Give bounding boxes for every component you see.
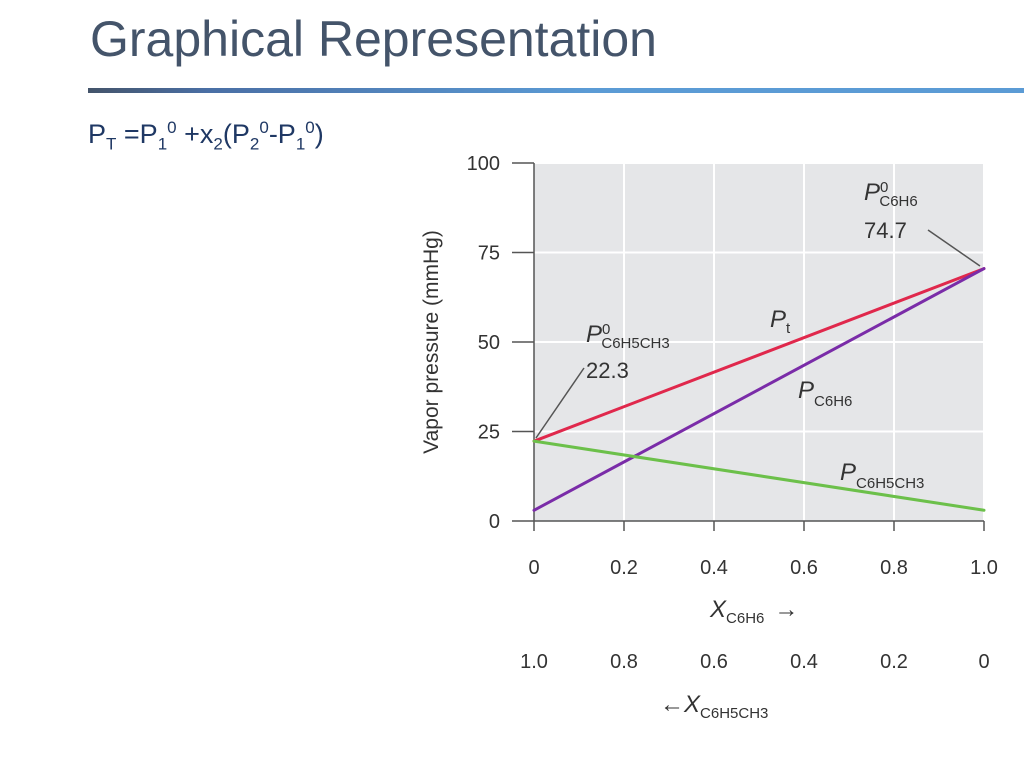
x-tick-label-secondary: 0 xyxy=(978,651,989,673)
title-divider xyxy=(88,88,1024,93)
x-tick-label-secondary: 0.2 xyxy=(880,651,908,673)
series-line-pc6h5ch3 xyxy=(532,439,986,512)
benzene-pure-label: P0 C6H6 xyxy=(864,179,918,210)
benzene-pointer xyxy=(927,229,981,267)
toluene-pure-label: P0 C6H5CH3 xyxy=(586,321,670,352)
axes xyxy=(512,162,985,531)
x-axis-label-benzene: XC6H6 → xyxy=(709,596,798,627)
pt-label: Pt xyxy=(770,306,791,337)
y-axis-label: Vapor pressure (mmHg) xyxy=(420,230,443,454)
x-tick-label: 0.8 xyxy=(880,557,908,579)
x-tick-label-secondary: 0.6 xyxy=(700,651,728,673)
benzene-pure-value: 74.7 xyxy=(864,218,907,243)
x-tick-label-secondary: 1.0 xyxy=(520,651,548,673)
ptoluene-label: PC6H5CH3 xyxy=(840,459,924,492)
series-line-pc6h6 xyxy=(532,267,986,512)
toluene-pure-value: 22.3 xyxy=(586,358,629,383)
toluene-pointer xyxy=(535,367,585,439)
x-tick-label: 0 xyxy=(528,557,539,579)
pbenzene-label: PC6H6 xyxy=(798,377,852,410)
x-tick-label-secondary: 0.8 xyxy=(610,651,638,673)
x-tick-label: 0.4 xyxy=(700,557,728,579)
series-lines xyxy=(532,267,986,512)
x-tick-label-secondary: 0.4 xyxy=(790,651,818,673)
series-line-pt xyxy=(532,267,986,443)
raoult-equation: PT =P10 +x2(P20-P10) xyxy=(88,118,324,154)
y-tick-label: 0 xyxy=(489,511,500,533)
x-tick-label: 1.0 xyxy=(970,557,998,579)
grid-lines xyxy=(534,162,985,521)
y-tick-label: 50 xyxy=(478,332,500,354)
x-axis-label-toluene: ←XC6H5CH3 xyxy=(660,691,768,722)
y-tick-label: 100 xyxy=(467,153,500,175)
tick-labels: 0 1.0 0.2 0.8 0.4 0.6 0.6 0.4 0.8 0.2 1.0 0 0 25 50 75 1… xyxy=(467,153,998,673)
y-tick-label: 75 xyxy=(478,243,500,265)
x-tick-label: 0.2 xyxy=(610,557,638,579)
y-tick-label: 25 xyxy=(478,422,500,444)
slide-title: Graphical Representation xyxy=(90,11,657,67)
x-tick-label: 0.6 xyxy=(790,557,818,579)
